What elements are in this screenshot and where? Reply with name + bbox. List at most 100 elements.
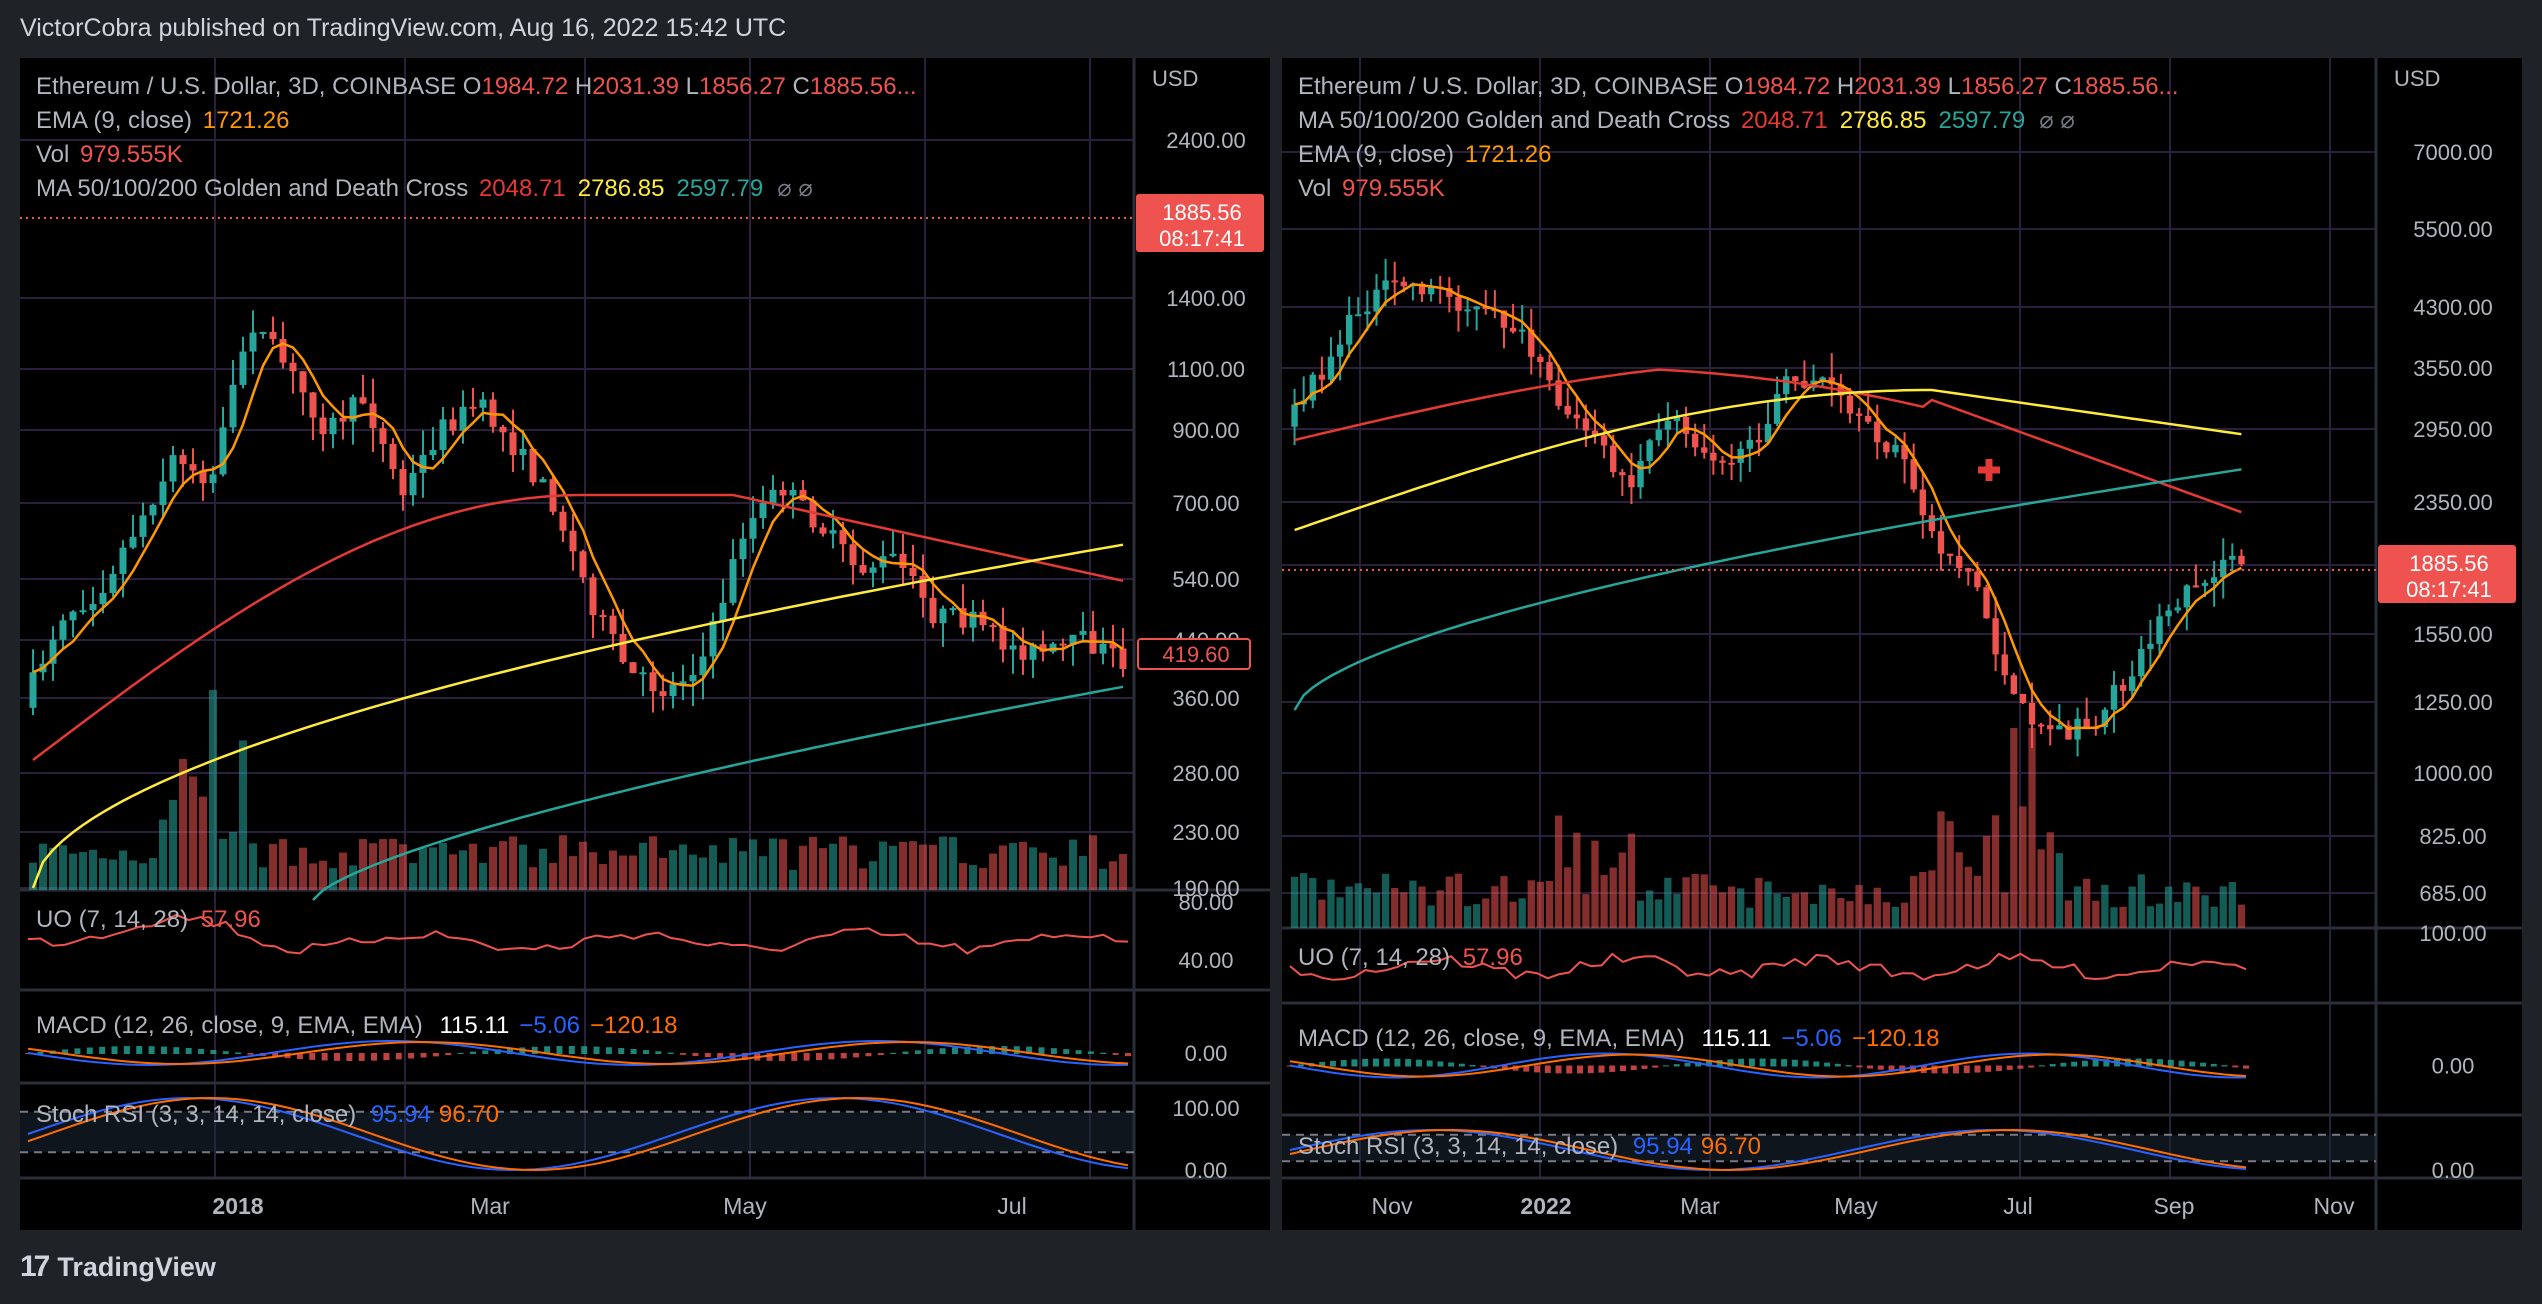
candle-body	[1446, 287, 1453, 297]
legend[interactable]: Ethereum / U.S. Dollar, 3D, COINBASE O19…	[36, 73, 917, 202]
candle-body	[909, 567, 917, 577]
volume-bar	[1354, 883, 1362, 928]
candle-body	[1792, 376, 1799, 381]
macd-bar	[1458, 1063, 1465, 1067]
macd-bar	[1802, 1060, 1809, 1067]
footer[interactable]: 17 TradingView	[20, 1250, 216, 1284]
candle-body	[49, 639, 57, 664]
chart-panel-2[interactable]: Ethereum / U.S. Dollar, 3D, COINBASE O19…	[1282, 58, 2522, 1230]
macd-bar	[1748, 1058, 1755, 1067]
volume-bar	[2110, 907, 2118, 928]
signal-line	[1289, 1053, 2247, 1078]
macd-bar	[1523, 1065, 1530, 1072]
volume-bar	[1782, 896, 1790, 928]
legend[interactable]: Ethereum / U.S. Dollar, 3D, COINBASE O19…	[1298, 73, 2179, 202]
volume-bar	[399, 844, 407, 890]
volume-bar	[1900, 902, 1909, 928]
volume-bar	[1818, 884, 1827, 928]
candle-body	[2083, 718, 2090, 728]
chart-panel-1[interactable]: Ethereum / U.S. Dollar, 3D, COINBASE O19…	[20, 58, 1270, 1230]
macd-bar	[1405, 1059, 1412, 1067]
candle-body	[929, 597, 937, 624]
volume-bar	[249, 843, 257, 890]
stoch-legend: Stoch RSI (3, 3, 14, 14, close) 95.94 96.…	[1298, 1133, 1761, 1160]
macd-bar	[2006, 1065, 2013, 1070]
uo-tick-label: 100.00	[2419, 921, 2486, 946]
candle-body	[1427, 286, 1435, 295]
stoch-band	[20, 1111, 1134, 1153]
legend-ohlc-part: 2031.39	[1854, 73, 1941, 100]
candle-body	[559, 511, 567, 531]
legend-ohlc-part: L	[679, 73, 699, 100]
macd-bar	[1426, 1060, 1433, 1067]
candle-body	[2229, 555, 2236, 560]
stoch-value: 96.70	[439, 1101, 499, 1128]
macd-bar	[507, 1048, 514, 1054]
candle-body	[1710, 452, 1717, 461]
candle-body	[299, 371, 307, 393]
volume-bar	[1059, 865, 1067, 890]
candle-body	[269, 332, 277, 339]
candle-body	[389, 443, 397, 470]
macd-bar	[1587, 1065, 1594, 1074]
candles	[1291, 258, 2245, 757]
volume-bar	[109, 859, 117, 890]
stoch-tick-label: 0.00	[1185, 1158, 1228, 1183]
candle-body	[1318, 374, 1326, 380]
candle-body	[809, 500, 817, 528]
volume-bar	[2037, 849, 2045, 928]
uo-value: 57.96	[1463, 944, 1523, 971]
volume-bar	[1545, 881, 1554, 928]
volume-bar	[2183, 882, 2191, 928]
candle-body	[109, 573, 117, 593]
volume-bar	[799, 845, 807, 890]
candle-body	[589, 577, 597, 616]
macd-bar	[296, 1053, 303, 1060]
legend-ohlc-part: 1984.72	[481, 73, 568, 100]
candle-body	[429, 450, 437, 456]
stoch-value: 95.94	[1633, 1133, 1693, 1160]
legend-row-value: 979.555K	[1342, 175, 1445, 202]
macd-bar	[1759, 1058, 1766, 1067]
ma-100-line	[31, 543, 1124, 889]
macd-bar	[2071, 1061, 2078, 1067]
volume-bar	[1864, 904, 1872, 928]
uo-value: 57.96	[201, 906, 261, 933]
candle-body	[869, 567, 877, 573]
volume-bar	[1582, 894, 1590, 928]
price-tick-label: 230.00	[1172, 820, 1239, 845]
legend-row-value: 2786.85	[578, 175, 665, 202]
volume-bar	[1846, 901, 1854, 928]
ema-9-line	[32, 342, 1124, 687]
volume-bars	[1290, 728, 2246, 928]
volume-bar	[239, 740, 247, 890]
volume-bar	[1618, 852, 1626, 928]
candle-body	[719, 602, 727, 622]
candle-body	[329, 417, 337, 435]
macd-bar	[741, 1053, 748, 1060]
volume-bar	[859, 868, 867, 890]
volume-bar	[1764, 881, 1772, 928]
macd-bar	[160, 1046, 167, 1054]
volume-bar	[459, 850, 467, 890]
price-tick-label: 1550.00	[2413, 622, 2493, 647]
macd-value: 115.11	[439, 1012, 509, 1039]
candle-body	[819, 527, 827, 534]
stoch-d-line	[27, 1096, 1129, 1172]
volume-bar	[159, 819, 167, 890]
volume-bar	[1400, 892, 1408, 928]
macd-bar	[1577, 1065, 1584, 1074]
candle-body	[619, 633, 627, 663]
volume-bar	[289, 865, 297, 890]
candle-body	[219, 427, 227, 475]
candle-body	[1864, 415, 1872, 422]
ma-200-line	[312, 685, 1124, 901]
volume-bar	[689, 854, 697, 890]
candle-body	[349, 397, 357, 422]
macd-bar	[1383, 1058, 1390, 1067]
legend-row-value: 2048.71	[1741, 107, 1828, 134]
candle-body	[1910, 459, 1917, 490]
macd-bar	[853, 1053, 860, 1058]
volume-bar	[2210, 906, 2218, 928]
